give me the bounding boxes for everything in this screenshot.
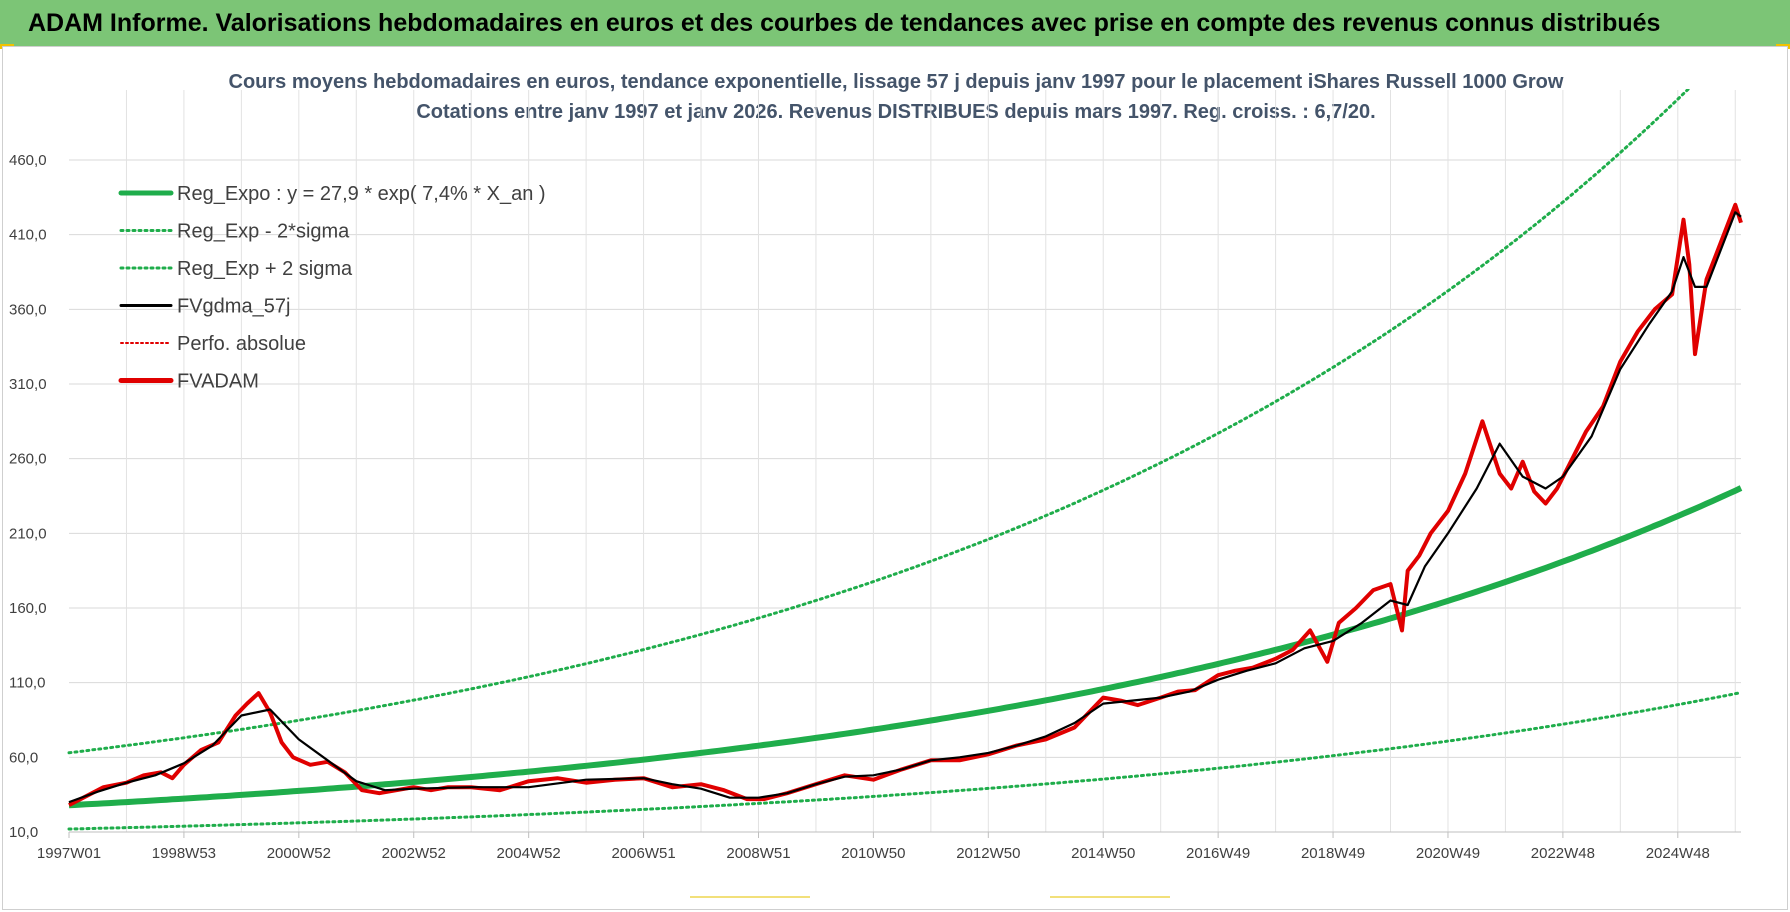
y-tick-labels: 10,0 60,0 110,0 160,0 210,0 260,0 310,0 360,0 41… xyxy=(9,152,47,841)
y-tick-label: 410,0 xyxy=(9,227,47,244)
x-tick-label: 2004W52 xyxy=(497,845,561,862)
y-tick-label: 310,0 xyxy=(9,376,47,393)
y-tick-label: 360,0 xyxy=(9,301,47,318)
x-tick-label: 2020W49 xyxy=(1416,845,1480,862)
x-tick-label: 2000W52 xyxy=(267,845,331,862)
perfo-absolue-line xyxy=(68,211,1742,803)
series-layer xyxy=(67,89,1743,831)
y-tick-label: 260,0 xyxy=(9,451,47,468)
reg-exp-minus-2-sigma-line xyxy=(67,691,1743,831)
x-tick-label: 2024W48 xyxy=(1646,845,1710,862)
legend: Reg_Expo : y = 27,9 * exp( 7,4% * X_an )… xyxy=(118,183,546,393)
footer-mark-left xyxy=(690,896,810,898)
x-tick-label: 2018W49 xyxy=(1301,845,1365,862)
x-tick-label: 2016W49 xyxy=(1186,845,1250,862)
report-banner: ADAM Informe. Valorisations hebdomadaire… xyxy=(0,0,1790,46)
reg-expo-line xyxy=(68,485,1743,809)
chart-subtitle: Cotations entre janv 1997 et janv 2026. … xyxy=(416,101,1375,123)
y-tick-label: 160,0 xyxy=(9,600,47,617)
x-tick-labels: 1997W01 1998W53 2000W52 2002W52 2004W52 2006W… xyxy=(37,845,1710,862)
y-tick-label: 60,0 xyxy=(9,749,38,766)
y-tick-label: 10,0 xyxy=(9,824,38,841)
y-tick-label: 460,0 xyxy=(9,152,47,169)
y-tick-label: 210,0 xyxy=(9,525,47,542)
chart-frame: Cours moyens hebdomadaires en euros, ten… xyxy=(2,46,1788,910)
trend-chart: Cours moyens hebdomadaires en euros, ten… xyxy=(9,71,1743,862)
x-tick-label: 2014W50 xyxy=(1071,845,1135,862)
x-tick-label: 2010W50 xyxy=(841,845,905,862)
x-tick-label: 2002W52 xyxy=(382,845,446,862)
fvgdma-57j-line xyxy=(68,211,1742,804)
legend-label: Reg_Exp + 2 sigma xyxy=(177,258,353,280)
x-tick-label: 2012W50 xyxy=(956,845,1020,862)
fvadam-line xyxy=(68,202,1743,807)
x-tick-label: 2022W48 xyxy=(1531,845,1595,862)
y-tick-label: 110,0 xyxy=(9,675,45,692)
reg-exp-plus-2-sigma-line xyxy=(67,89,1691,755)
legend-label: Perfo. absolue xyxy=(177,333,306,355)
legend-label: Reg_Exp - 2*sigma xyxy=(177,221,350,243)
legend-label: FVADAM xyxy=(177,371,259,393)
x-tick-label: 2006W51 xyxy=(611,845,675,862)
x-tick-label: 2008W51 xyxy=(726,845,790,862)
axes xyxy=(68,831,1741,838)
x-tick-label: 1997W01 xyxy=(37,845,101,862)
x-tick-label: 1998W53 xyxy=(152,845,216,862)
chart-title: Cours moyens hebdomadaires en euros, ten… xyxy=(229,71,1564,93)
footer-mark-right xyxy=(1050,896,1170,898)
legend-label: Reg_Expo : y = 27,9 * exp( 7,4% * X_an ) xyxy=(177,183,546,205)
legend-label: FVgdma_57j xyxy=(177,296,290,318)
